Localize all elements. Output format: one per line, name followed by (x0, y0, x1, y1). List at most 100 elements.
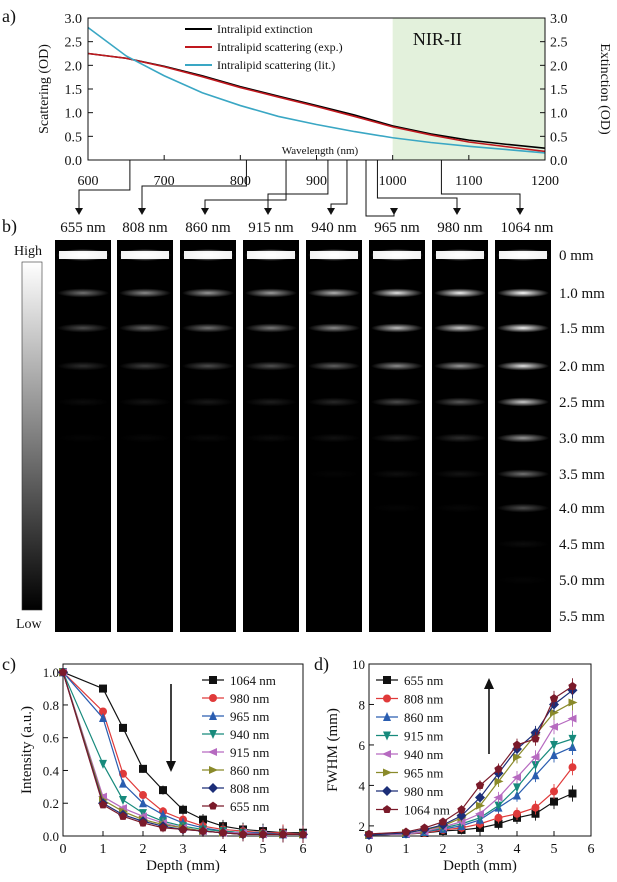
data-point (530, 753, 540, 762)
data-point (568, 681, 577, 690)
x-tick-label: 6 (588, 842, 595, 857)
wavelength-label: 980 nm (437, 220, 483, 236)
data-point (178, 825, 188, 834)
x-tick-label: 1000 (379, 174, 407, 189)
data-point (209, 694, 217, 702)
connector-line (330, 160, 348, 212)
legend-label: 915 nm (404, 729, 443, 744)
data-point (258, 829, 268, 838)
signal-spot (434, 361, 486, 371)
y-tick-label: 10 (352, 657, 365, 672)
legend-label: 655 nm (230, 799, 269, 814)
data-point (401, 827, 411, 836)
data-point (531, 770, 540, 780)
image-column (55, 240, 111, 632)
data-point (208, 748, 217, 756)
data-point (139, 764, 147, 773)
depth-label: 3.5 mm (559, 467, 605, 483)
signal-spot-core (59, 251, 107, 259)
x-tick-label: 700 (154, 174, 175, 189)
data-point (383, 676, 391, 684)
data-point (550, 797, 558, 806)
signal-spot (245, 433, 297, 443)
data-point (198, 826, 208, 835)
connector-arrowhead (516, 208, 524, 215)
panel-a-ylabel-right: Extinction (OD) (597, 43, 612, 135)
x-tick-label: 1200 (531, 174, 559, 189)
data-point (494, 819, 503, 828)
series-line-intralipid-scattering-exp- (87, 52, 546, 153)
signal-spot (497, 361, 549, 371)
signal-spot (308, 433, 360, 443)
signal-spot (371, 504, 423, 513)
data-point (420, 823, 429, 832)
panel-label-d: d) (314, 654, 329, 675)
signal-spot (308, 323, 360, 333)
data-point (199, 815, 207, 824)
y-tick-label: 1.0 (43, 665, 59, 680)
x-tick-label: 2 (440, 842, 447, 857)
x-tick-label: 2 (140, 842, 147, 857)
data-point (208, 783, 218, 793)
depth-label: 4.5 mm (559, 537, 605, 553)
y-tick-label-right: 0.0 (550, 154, 568, 169)
x-tick-label: 6 (300, 842, 307, 857)
y-tick-label-right: 1.0 (550, 107, 568, 122)
signal-spot (434, 323, 486, 333)
series-line-intralipid-scattering-lit- (87, 26, 546, 154)
data-point (383, 731, 391, 741)
y-tick-label: 0.8 (43, 698, 59, 713)
y-tick-label-right: 2.5 (550, 36, 568, 51)
connector-arrowhead (390, 208, 398, 215)
series-line (368, 792, 573, 836)
wavelength-label: 808 nm (122, 220, 168, 236)
connector-arrowhead (453, 208, 461, 215)
data-point (209, 730, 217, 739)
data-point (382, 805, 392, 814)
legend-label: 940 nm (230, 727, 269, 742)
data-point (382, 750, 391, 758)
signal-spot-core (499, 251, 547, 259)
signal-spot (182, 323, 234, 333)
legend-label: 980 nm (230, 691, 269, 706)
x-tick-label: 3 (477, 842, 484, 857)
wavelength-label: 940 nm (311, 220, 357, 236)
data-point (475, 809, 484, 818)
signal-spot (497, 433, 549, 443)
signal-spot (182, 361, 234, 371)
panel-label-a: a) (2, 6, 16, 27)
data-point (364, 829, 374, 838)
data-point (550, 708, 559, 717)
x-tick-label: 3 (180, 842, 187, 857)
signal-spot (371, 397, 423, 407)
y-axis-label: Intensity (a.u.) (19, 706, 35, 794)
signal-spot-core (436, 251, 484, 259)
series-line (368, 689, 573, 836)
signal-spot-core (184, 251, 232, 259)
depth-label: 1.5 mm (559, 321, 605, 337)
data-point (568, 789, 577, 798)
signal-spot (245, 323, 297, 333)
y-tick-label: 1.5 (65, 83, 83, 98)
panel-a-legend: Intralipid extinction Intralipid scatteri… (185, 22, 343, 72)
connector-arrowhead (138, 208, 146, 215)
colorbar-low-label: Low (16, 617, 43, 632)
x-tick-label: 1100 (455, 174, 482, 189)
data-point (298, 829, 308, 838)
signal-spot (371, 323, 423, 333)
signal-spot (57, 323, 109, 333)
signal-spot (371, 469, 423, 479)
signal-spot (371, 361, 423, 371)
data-point (531, 803, 540, 812)
x-tick-label: 0 (366, 842, 373, 857)
y-tick-label-right: 3.0 (550, 12, 568, 27)
x-tick-label: 4 (514, 842, 521, 857)
wavelength-connectors (75, 160, 524, 217)
y-tick-label: 2.5 (65, 36, 83, 51)
x-tick-label: 900 (306, 174, 327, 189)
y-tick-label: 3.0 (65, 12, 83, 27)
y-tick-label: 1.0 (65, 107, 83, 122)
wavelength-label: 860 nm (185, 220, 231, 236)
signal-spot (434, 397, 486, 407)
legend-label: 808 nm (404, 692, 443, 707)
